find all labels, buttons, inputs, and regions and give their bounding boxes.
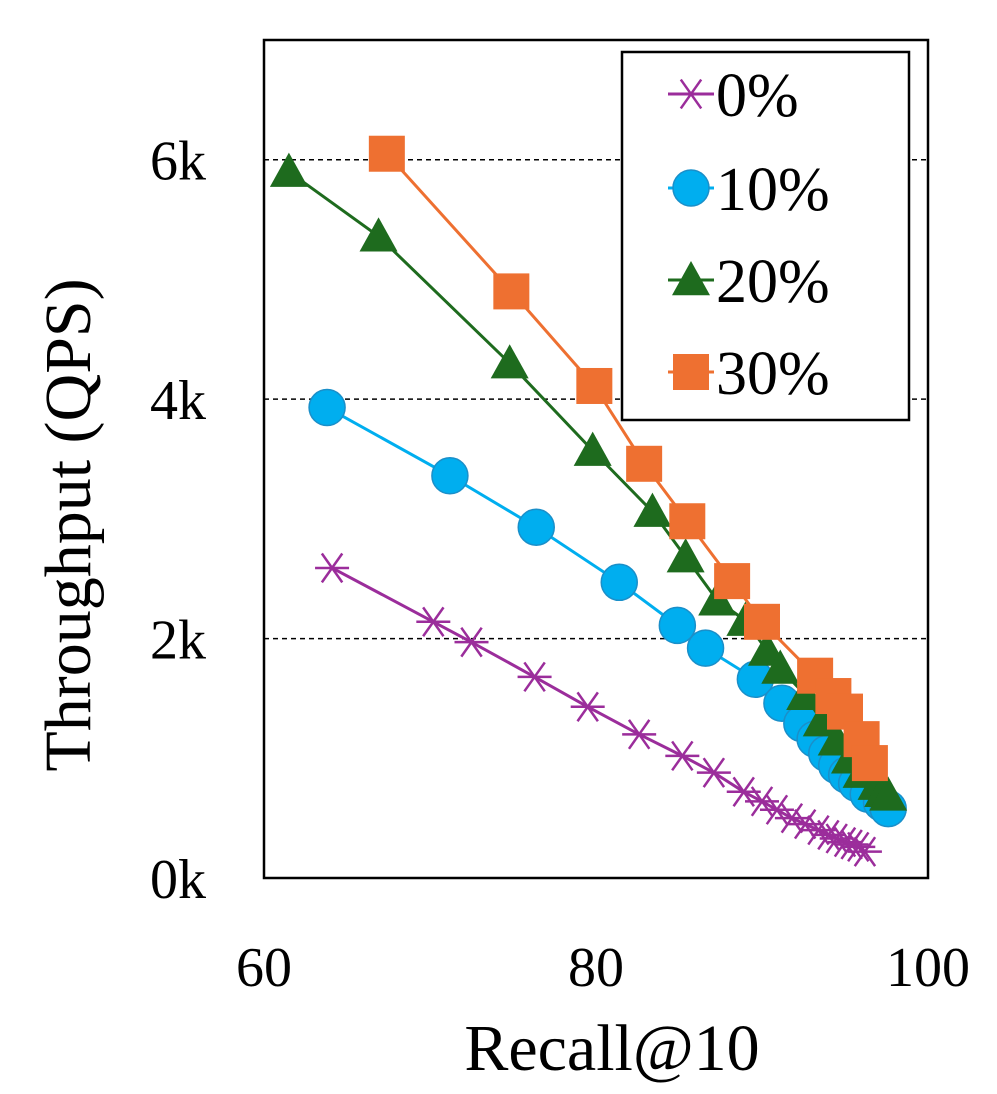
- data-point: [573, 431, 612, 466]
- x-tick-label: 100: [886, 937, 970, 999]
- data-point: [696, 757, 731, 788]
- legend-item: 0%: [668, 62, 799, 130]
- data-point: [269, 152, 308, 187]
- legend-marker: [672, 261, 710, 296]
- legend-label: 10%: [716, 156, 830, 224]
- legend-item: 20%: [668, 248, 830, 316]
- data-point: [359, 217, 398, 252]
- legend-label: 30%: [716, 340, 830, 408]
- data-point: [869, 776, 908, 811]
- data-point: [416, 606, 451, 637]
- data-point: [576, 367, 613, 404]
- data-point: [570, 691, 605, 722]
- data-point: [686, 629, 725, 667]
- x-axis-ticks: 60 80 100: [236, 937, 970, 999]
- data-point: [761, 649, 800, 684]
- data-point: [600, 563, 638, 602]
- y-tick-label: 0k: [150, 849, 206, 911]
- data-point: [665, 740, 700, 772]
- y-tick-label: 4k: [150, 370, 206, 432]
- data-point: [666, 538, 705, 573]
- x-axis-label: Recall@10: [464, 1012, 759, 1085]
- legend-marker: [672, 169, 710, 207]
- series-30pct: [368, 135, 888, 782]
- data-point: [851, 745, 888, 782]
- legend-item: 10%: [668, 156, 830, 224]
- data-point: [517, 508, 555, 546]
- data-point: [633, 492, 672, 527]
- x-tick-label: 60: [236, 937, 292, 999]
- data-point: [622, 719, 657, 750]
- legend-box: [620, 50, 911, 422]
- data-point: [431, 457, 469, 495]
- data-point: [774, 802, 809, 834]
- series-0pct: [315, 552, 882, 867]
- legend: 0% 10% 20% 30%: [620, 50, 911, 422]
- data-point: [493, 273, 530, 310]
- data-point: [759, 794, 794, 825]
- x-tick-label: 80: [568, 937, 624, 999]
- data-point: [454, 626, 489, 658]
- y-tick-label: 2k: [150, 610, 206, 672]
- data-point: [669, 503, 706, 540]
- data-point: [847, 836, 882, 867]
- legend-label: 0%: [716, 62, 799, 130]
- data-point: [745, 786, 779, 817]
- data-point: [490, 344, 529, 379]
- y-axis-label: Throughput (QPS): [32, 278, 105, 771]
- data-point: [658, 606, 697, 645]
- legend-item: 30%: [668, 340, 830, 408]
- data-point: [714, 563, 751, 600]
- data-point: [517, 661, 552, 693]
- series-10pct: [308, 388, 907, 828]
- legend-marker: [673, 354, 709, 390]
- data-point: [315, 552, 350, 584]
- legend-label: 20%: [716, 248, 830, 316]
- data-point: [626, 445, 663, 482]
- y-axis-ticks: 0k 2k 4k 6k: [150, 131, 206, 911]
- data-point: [834, 829, 869, 860]
- data-point: [368, 135, 405, 172]
- plot-series: [269, 135, 908, 867]
- y-tick-label: 6k: [150, 131, 206, 193]
- data-point: [308, 388, 346, 427]
- plot-frame: [262, 38, 930, 880]
- legend-marker: [674, 78, 708, 110]
- data-point: [744, 603, 780, 640]
